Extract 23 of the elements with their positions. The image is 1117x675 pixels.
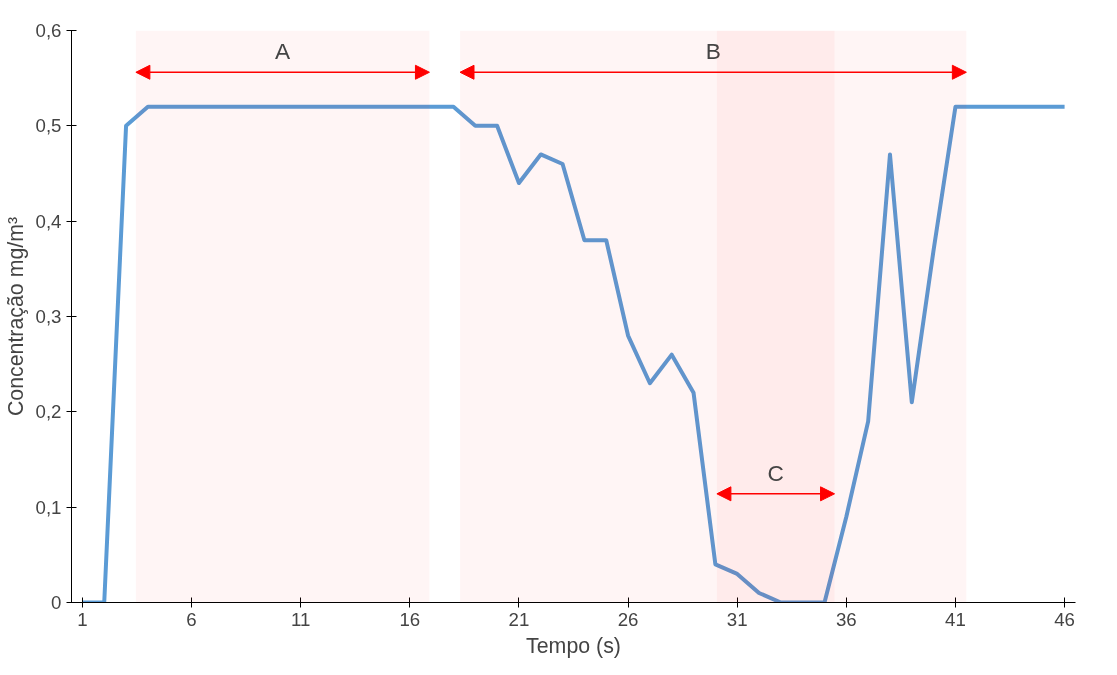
x-tick-label: 1 xyxy=(77,608,88,630)
x-tick-label: 31 xyxy=(726,608,748,630)
band-label: C xyxy=(767,459,784,486)
x-tick-label: 46 xyxy=(1054,608,1075,630)
x-tick-label: 26 xyxy=(617,608,639,630)
x-tick-label: 11 xyxy=(290,608,311,630)
y-tick-label: 0,1 xyxy=(35,496,62,518)
y-axis-title: Concentração mg/m³ xyxy=(3,216,28,417)
x-tick-label: 6 xyxy=(186,608,197,630)
x-axis-title: Tempo (s) xyxy=(526,633,621,658)
band-label: A xyxy=(275,38,292,65)
y-tick-label: 0,3 xyxy=(35,306,62,327)
y-tick-label: 0,2 xyxy=(35,401,62,423)
band-label: B xyxy=(705,38,721,65)
x-tick-label: 21 xyxy=(508,608,530,630)
y-tick-label: 0,4 xyxy=(35,210,62,232)
x-tick-label: 41 xyxy=(945,608,966,630)
y-tick-label: 0,5 xyxy=(35,115,62,137)
x-tick-label: 36 xyxy=(835,608,857,630)
y-tick-label: 0 xyxy=(51,592,62,613)
y-tick-label: 0,6 xyxy=(35,20,62,41)
x-tick-label: 16 xyxy=(399,608,421,630)
line-series xyxy=(80,104,1067,603)
